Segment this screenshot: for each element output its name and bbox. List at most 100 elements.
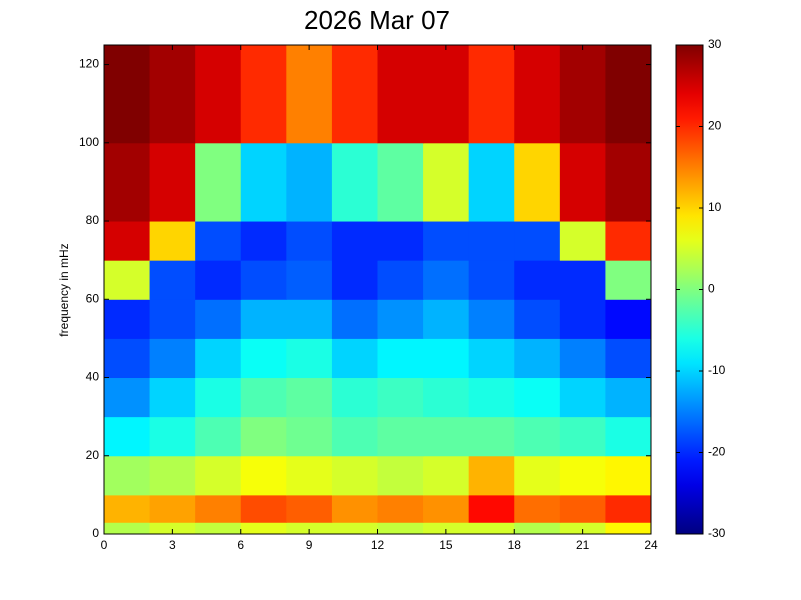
heatmap-cell <box>377 494 424 523</box>
colorbar-tick-label: -30 <box>708 526 726 540</box>
heatmap-cell <box>377 522 424 535</box>
heatmap-cell <box>286 299 333 339</box>
heatmap-cell <box>468 377 515 418</box>
heatmap-cell <box>195 142 242 222</box>
heatmap-cell <box>605 221 652 261</box>
heatmap-cell <box>377 416 424 457</box>
heatmap-cell <box>559 416 606 457</box>
heatmap-cell <box>423 299 470 339</box>
heatmap-cell <box>423 377 470 418</box>
heatmap-cell <box>104 299 151 339</box>
heatmap-cell <box>559 522 606 535</box>
heatmap-cell <box>423 260 470 300</box>
heatmap-cell <box>331 377 378 418</box>
chart-title: 2026 Mar 07 <box>304 5 450 35</box>
y-tick-label: 120 <box>79 57 99 71</box>
heatmap-cell <box>605 338 652 379</box>
heatmap-cell <box>240 221 287 261</box>
heatmap-cell <box>286 416 333 457</box>
y-tick-label: 20 <box>86 448 100 462</box>
y-tick-label: 0 <box>92 526 99 540</box>
x-tick-label: 3 <box>169 538 176 552</box>
heatmap-cell <box>149 522 196 535</box>
heatmap-cell <box>149 455 196 496</box>
y-tick-label: 40 <box>86 370 100 384</box>
heatmap-cell <box>149 142 196 222</box>
heatmap-cell <box>559 455 606 496</box>
heatmap-cell <box>514 221 561 261</box>
heatmap-cell <box>423 455 470 496</box>
heatmap-cell <box>559 45 606 144</box>
colorbar-tick-label: -20 <box>708 445 726 459</box>
heatmap-cell <box>104 377 151 418</box>
y-tick-label: 60 <box>86 291 100 305</box>
x-tick-label: 0 <box>101 538 108 552</box>
heatmap-cell <box>514 338 561 379</box>
heatmap-cell <box>331 260 378 300</box>
heatmap-cell <box>377 142 424 222</box>
heatmap-cell <box>331 338 378 379</box>
heatmap <box>104 45 652 535</box>
heatmap-cell <box>559 338 606 379</box>
heatmap-cell <box>514 522 561 535</box>
heatmap-cell <box>514 494 561 523</box>
x-tick-label: 15 <box>439 538 453 552</box>
heatmap-cell <box>286 522 333 535</box>
heatmap-cell <box>605 522 652 535</box>
x-tick-label: 18 <box>508 538 522 552</box>
heatmap-cell <box>331 299 378 339</box>
heatmap-cell <box>423 494 470 523</box>
heatmap-cell <box>286 494 333 523</box>
heatmap-cell <box>195 260 242 300</box>
heatmap-cell <box>104 455 151 496</box>
heatmap-cell <box>195 338 242 379</box>
heatmap-cell <box>331 142 378 222</box>
heatmap-cell <box>514 260 561 300</box>
heatmap-cell <box>240 416 287 457</box>
heatmap-cell <box>240 377 287 418</box>
heatmap-cell <box>104 221 151 261</box>
colorbar-tick-label: 0 <box>708 282 715 296</box>
x-tick-label: 9 <box>306 538 313 552</box>
heatmap-cell <box>377 45 424 144</box>
heatmap-cell <box>468 455 515 496</box>
heatmap-cell <box>240 260 287 300</box>
heatmap-cell <box>605 377 652 418</box>
heatmap-cell <box>240 522 287 535</box>
heatmap-cell <box>149 45 196 144</box>
x-tick-label: 21 <box>576 538 590 552</box>
heatmap-cell <box>514 142 561 222</box>
heatmap-cell <box>559 221 606 261</box>
heatmap-cell <box>605 260 652 300</box>
heatmap-cell <box>240 142 287 222</box>
heatmap-cell <box>423 338 470 379</box>
heatmap-cell <box>468 221 515 261</box>
heatmap-cell <box>331 455 378 496</box>
heatmap-cell <box>286 455 333 496</box>
heatmap-cell <box>104 338 151 379</box>
heatmap-cell <box>559 299 606 339</box>
heatmap-cell <box>104 416 151 457</box>
heatmap-cell <box>195 45 242 144</box>
heatmap-cell <box>149 377 196 418</box>
heatmap-cell <box>331 221 378 261</box>
heatmap-cell <box>514 416 561 457</box>
heatmap-cell <box>423 221 470 261</box>
heatmap-cell <box>514 455 561 496</box>
x-tick-label: 6 <box>237 538 244 552</box>
heatmap-cell <box>149 494 196 523</box>
heatmap-cell <box>377 338 424 379</box>
colorbar-tick-label: -10 <box>708 363 726 377</box>
heatmap-cell <box>468 416 515 457</box>
heatmap-cell <box>423 416 470 457</box>
heatmap-cell <box>286 45 333 144</box>
heatmap-cell <box>149 221 196 261</box>
heatmap-cell <box>468 260 515 300</box>
heatmap-cell <box>468 494 515 523</box>
colorbar-tick-label: 10 <box>708 200 722 214</box>
heatmap-cell <box>195 522 242 535</box>
heatmap-cell <box>423 142 470 222</box>
heatmap-cell <box>104 142 151 222</box>
colorbar <box>676 45 703 534</box>
